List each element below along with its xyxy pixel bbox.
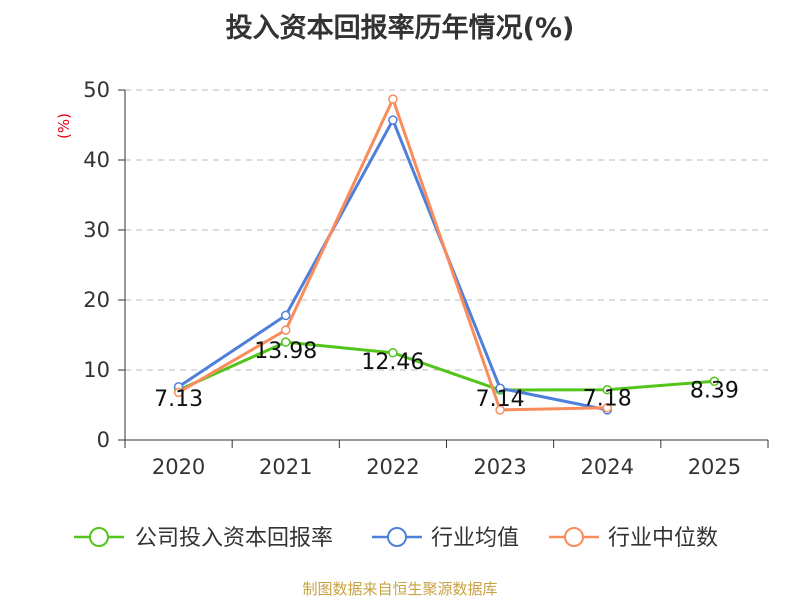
legend-marker-2 [564,527,584,547]
source-note: 制图数据来自恒生聚源数据库 [302,580,498,598]
y-tick-label-50: 50 [83,78,110,102]
data-label-2020: 7.13 [154,387,203,412]
data-point-1-2023 [495,383,505,393]
grid-lines [125,89,768,371]
legend-marker-1 [387,527,407,547]
x-tick-label-2025: 2025 [688,455,741,479]
x-tick-label-2023: 2023 [473,455,526,479]
x-tick-label-2024: 2024 [581,455,634,479]
data-label-2021: 13.98 [254,339,317,364]
data-label-2022: 12.46 [361,350,424,375]
data-point-2-2023 [495,405,505,415]
y-tick-label-10: 10 [83,358,110,382]
legend-label-1: 行业均值 [431,526,519,551]
legend-label-2: 行业中位数 [608,526,718,551]
data-label-2023: 7.14 [476,387,525,412]
data-point-2-2022 [388,94,398,104]
legend-marker-0 [89,527,109,547]
y-tick-label-40: 40 [83,148,110,172]
legend: 公司投入资本回报率 行业均值 行业中位数 [74,526,718,551]
y-tick-label-30: 30 [83,218,110,242]
data-label-2025: 8.39 [690,378,739,403]
y-tick-label-20: 20 [83,288,110,312]
x-tick-label-2020: 2020 [152,455,205,479]
legend-label-0: 公司投入资本回报率 [135,526,333,551]
data-point-1-2021 [281,310,291,321]
x-tick-label-2022: 2022 [366,455,419,479]
data-point-2-2024 [602,403,612,413]
x-tick-label-2021: 2021 [259,455,312,479]
data-labels: 7.13 13.98 12.46 7.14 7.18 8.39 [154,339,739,412]
data-point-0-2022 [388,348,398,358]
y-tick-label-0: 0 [97,428,110,452]
data-point-2-2020 [173,387,184,398]
y-axis-unit-label: (%) [55,113,73,139]
data-point-0-2025 [709,376,720,387]
axes: 0 10 20 30 40 50 2020 2021 2022 2023 2024 2025 [83,78,769,479]
data-point-1-2022 [388,115,398,125]
series-line-0 [177,340,715,392]
data-point-0-2021 [281,337,291,347]
data-point-2-2021 [281,325,291,335]
data-label-2024: 7.18 [583,387,632,412]
data-point-0-2024 [602,384,612,395]
chart-title: 投入资本回报率历年情况(%) [225,13,575,44]
series-lines [173,94,720,415]
